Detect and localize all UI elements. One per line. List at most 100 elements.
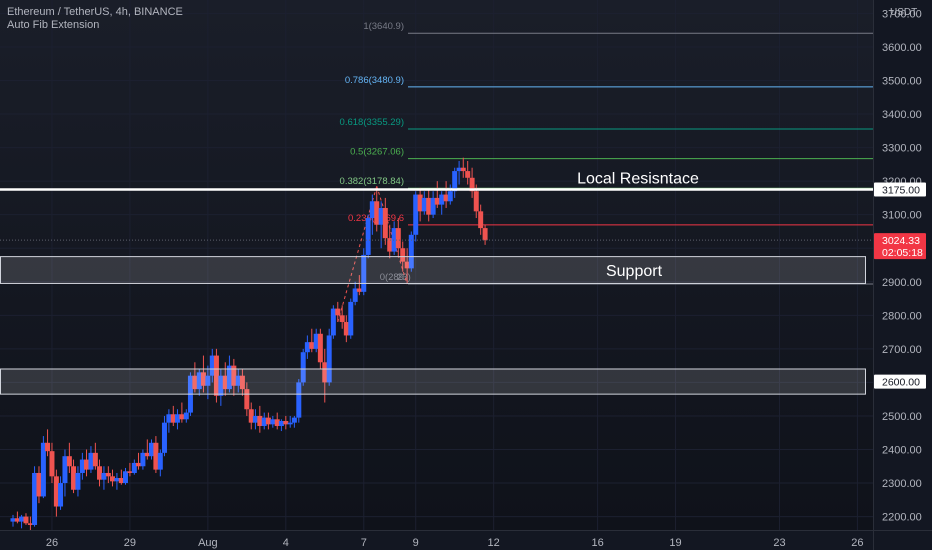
- candle-body: [304, 342, 310, 353]
- x-tick-label: 16: [591, 537, 603, 549]
- candle-body: [335, 308, 341, 316]
- candle-body: [110, 476, 116, 482]
- candle-body: [270, 419, 276, 425]
- candle-body: [309, 342, 315, 349]
- candle-body: [456, 167, 462, 172]
- candle-body: [71, 466, 77, 490]
- fib-level-label: 0(289: [380, 272, 404, 283]
- candle-body: [465, 171, 471, 178]
- candle-body: [153, 442, 159, 470]
- candle-body: [45, 442, 51, 452]
- y-tick-label: 3700.00: [882, 8, 922, 20]
- candle-body: [296, 382, 302, 418]
- candle-body: [352, 288, 358, 302]
- candle-body: [374, 201, 380, 225]
- candle-body: [482, 228, 488, 241]
- candle-body: [88, 452, 94, 470]
- candle-body: [452, 171, 458, 192]
- candle-body: [391, 228, 397, 252]
- x-tick-label: 7: [361, 537, 367, 549]
- candle-body: [84, 459, 90, 470]
- candle-body: [66, 456, 72, 467]
- candle-body: [317, 333, 323, 363]
- candle-body: [252, 415, 258, 423]
- candle-body: [114, 478, 120, 482]
- candle-body: [166, 414, 172, 423]
- candle-body: [430, 197, 436, 215]
- candle-body: [417, 194, 423, 212]
- candle-body: [287, 422, 293, 425]
- candle-body: [140, 452, 146, 467]
- candle-body: [278, 420, 284, 427]
- candle-body: [235, 375, 241, 386]
- candle-body: [382, 207, 388, 239]
- candle-body: [97, 466, 103, 480]
- zone-box[interactable]: [0, 368, 866, 395]
- fib-level-label: 0.382(3178.84): [340, 176, 404, 187]
- candle-body: [101, 472, 107, 480]
- candle-body: [226, 365, 232, 390]
- candle-body: [62, 456, 68, 484]
- candle-body: [209, 355, 215, 376]
- candle-body: [239, 375, 245, 390]
- candle-body: [213, 355, 219, 396]
- candle-body: [443, 194, 449, 202]
- candle-body: [356, 288, 362, 292]
- candle-body: [261, 417, 267, 427]
- y-tick-label: 2500.00: [882, 411, 922, 423]
- x-tick-label: 23: [773, 537, 785, 549]
- candle-body: [413, 194, 419, 235]
- candle-body: [105, 472, 111, 477]
- candle-body: [53, 476, 59, 507]
- candle-body: [300, 352, 306, 383]
- candle-body: [222, 375, 228, 390]
- zone-box[interactable]: [0, 256, 866, 284]
- x-tick-label: 9: [413, 537, 419, 549]
- candle-body: [157, 452, 163, 470]
- indicator-label[interactable]: Auto Fib Extension: [7, 19, 100, 31]
- candle-body: [75, 472, 81, 490]
- x-tick-label: 19: [669, 537, 681, 549]
- candle-body: [404, 261, 410, 269]
- candle-body: [313, 333, 319, 349]
- candle-body: [23, 516, 29, 524]
- candle-body: [439, 194, 445, 205]
- candle-body: [339, 315, 345, 323]
- bar-countdown-label: 02:05:18: [882, 247, 923, 259]
- candle-body: [170, 414, 176, 423]
- candle-body: [231, 365, 237, 386]
- candle-body: [19, 516, 25, 522]
- zone-label: Support: [606, 263, 663, 280]
- candle-body: [421, 197, 427, 212]
- candle-body: [265, 417, 271, 425]
- fib-level-label: 0.786(3480.9): [345, 75, 404, 86]
- y-tick-label: 2300.00: [882, 478, 922, 490]
- candle-body: [144, 452, 150, 457]
- candle-body: [447, 191, 453, 202]
- candle-body: [79, 459, 85, 473]
- candle-body: [257, 415, 263, 427]
- plot-area: [0, 0, 873, 530]
- candle-body: [205, 375, 211, 386]
- symbol-title[interactable]: Ethereum / TetherUS, 4h, BINANCE: [7, 6, 183, 18]
- candle-body: [14, 518, 20, 522]
- candle-body: [248, 409, 254, 423]
- x-tick-label: 4: [283, 537, 289, 549]
- candle-body: [426, 197, 432, 215]
- candle-body: [400, 248, 406, 262]
- candle-body: [369, 201, 375, 219]
- y-tick-label: 3100.00: [882, 210, 922, 222]
- fib-level-label: 0.5(3267.06): [350, 147, 404, 158]
- candle-body: [395, 228, 401, 249]
- candle-body: [291, 417, 297, 423]
- candle-body: [460, 167, 466, 172]
- y-tick-label: 2700.00: [882, 344, 922, 356]
- candle-body: [92, 452, 98, 467]
- y-tick-label: 3500.00: [882, 76, 922, 88]
- fib-level-label: 1(3640.9): [363, 21, 404, 32]
- candle-body: [131, 462, 137, 473]
- candle-body: [148, 442, 154, 457]
- candle-body: [58, 483, 64, 507]
